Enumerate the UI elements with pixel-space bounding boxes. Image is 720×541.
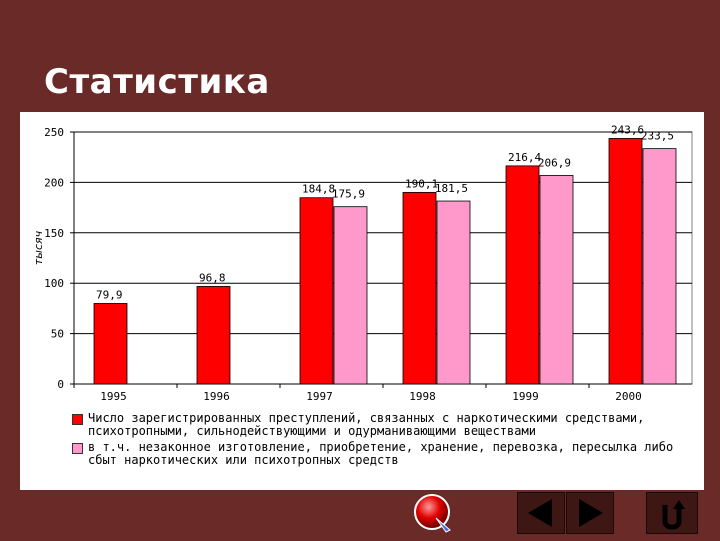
x-tick-label: 1999 [512,390,539,403]
legend-swatch-pink [72,443,83,454]
bar [436,200,471,385]
legend-label-registered: Число зарегистрированных преступлений, с… [88,411,645,438]
x-tick-label: 1995 [100,390,127,403]
bar [93,303,128,385]
data-label: 206,9 [538,156,571,169]
y-tick-label: 0 [57,378,64,391]
data-label: 184,8 [302,183,335,196]
bar [642,148,677,385]
data-label: 181,5 [435,182,468,195]
triangle-left-icon [528,499,552,527]
red-sphere-icon[interactable] [412,492,456,536]
y-tick-label: 100 [44,277,64,290]
data-label: 243,6 [611,123,644,136]
x-tick-label: 1996 [203,390,230,403]
y-tick-label: 250 [44,126,64,139]
bar [196,286,231,385]
chart-legend: Число зарегистрированных преступлений, с… [72,412,702,470]
y-tick-label: 200 [44,176,64,189]
data-label: 175,9 [332,188,365,201]
y-axis-label: тысяч [32,230,45,265]
legend-swatch-red [72,414,83,425]
data-label: 233,5 [641,130,674,143]
y-tick-label: 50 [51,328,64,341]
bar [539,175,574,385]
next-slide-button[interactable] [566,492,614,534]
data-label: 216,4 [508,151,541,164]
slide-title: Статистика [44,62,270,102]
plot-frame [73,131,693,385]
data-label: 190,1 [405,177,438,190]
y-tick-label: 150 [44,227,64,240]
triangle-right-icon [579,499,603,527]
chart-panel: 0 50 100 150 200 250 тысяч 79,9 1995 96,8 1996 184,… [20,112,704,490]
data-label: 96,8 [199,271,226,284]
bar [608,138,643,385]
data-label: 79,9 [96,288,123,301]
bar [505,165,540,385]
bar-chart: 0 50 100 150 200 250 тысяч 79,9 1995 96,8 1996 184,… [32,123,693,403]
bar [402,191,437,385]
x-tick-label: 1998 [409,390,436,403]
legend-label-illegal: в т.ч. незаконное изготовление, приобрет… [88,440,674,467]
x-tick-label: 1997 [306,390,333,403]
bar [299,197,334,385]
prev-slide-button[interactable] [517,492,565,534]
return-arrow-icon [662,500,685,530]
legend-entry-illegal: в т.ч. незаконное изготовление, приобрет… [72,441,702,467]
return-button[interactable] [646,492,698,534]
bar [333,206,368,385]
legend-entry-registered: Число зарегистрированных преступлений, с… [72,412,702,438]
x-tick-label: 2000 [615,390,642,403]
